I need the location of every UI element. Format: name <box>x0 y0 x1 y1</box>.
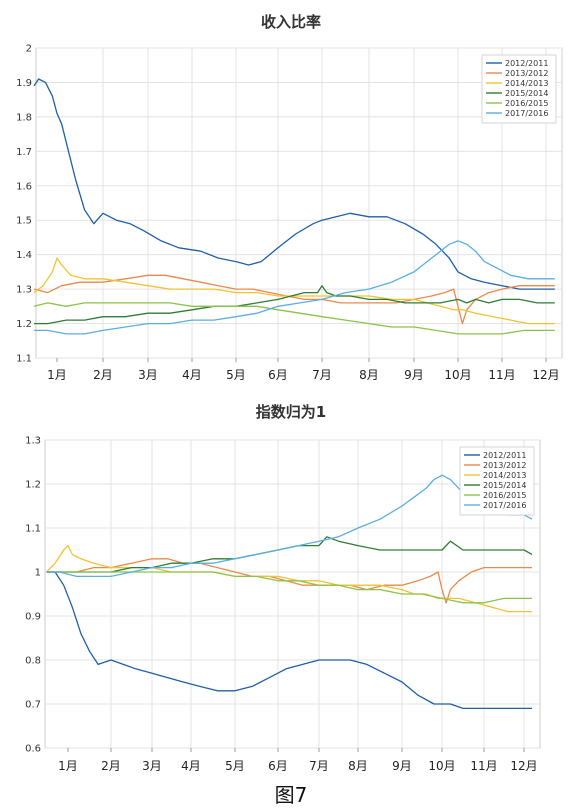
x-tick-label: 3月 <box>142 759 162 773</box>
y-tick-label: 1.9 <box>16 78 32 89</box>
chart-title: 收入比率 <box>261 13 321 31</box>
series-line <box>46 536 533 573</box>
x-tick-label: 11月 <box>470 759 497 773</box>
series-line <box>46 571 532 604</box>
plot-area <box>35 47 563 359</box>
y-tick-label: 1.1 <box>16 354 32 365</box>
legend-entry: 2015/2014 <box>483 481 526 490</box>
series-line <box>34 285 555 325</box>
x-tick-label: 9月 <box>392 759 412 773</box>
x-tick-label: 7月 <box>309 759 329 773</box>
x-tick-label: 4月 <box>181 759 201 773</box>
legend-entry: 2014/2013 <box>483 471 526 480</box>
x-tick-label: 8月 <box>359 368 379 382</box>
x-tick-label: 1月 <box>58 759 78 773</box>
legend <box>459 446 535 516</box>
x-tick-label: 10月 <box>444 368 471 382</box>
x-tick-label: 5月 <box>225 759 245 773</box>
legend-entry: 2012/2011 <box>483 451 526 460</box>
legend-entry: 2017/2016 <box>483 501 526 510</box>
legend-entry: 2012/2011 <box>505 59 548 68</box>
legend-entry: 2014/2013 <box>505 79 548 88</box>
y-tick-label: 0.8 <box>25 656 41 667</box>
y-tick-label: 0.7 <box>25 700 41 711</box>
y-tick-label: 0.9 <box>25 612 41 623</box>
legend-entry: 2017/2016 <box>505 109 548 118</box>
x-tick-label: 4月 <box>182 368 202 382</box>
x-tick-label: 11月 <box>488 368 515 382</box>
y-tick-label: 1.5 <box>16 216 32 227</box>
y-tick-label: 2 <box>26 44 32 55</box>
x-tick-label: 7月 <box>312 368 332 382</box>
series-line <box>33 78 555 290</box>
chart-index-normalized: 指数归为1 0.6 0.7 0.8 0.9 1 1.1 1.2 1.3 1月 2月 3月 4月 5月 6月… <box>25 403 541 773</box>
chart-title: 指数归为1 <box>256 403 326 421</box>
x-tick-label: 1月 <box>47 368 67 382</box>
plot-area <box>44 439 541 749</box>
x-tick-label: 2月 <box>101 759 121 773</box>
x-tick-label: 6月 <box>268 759 288 773</box>
series-line <box>33 274 555 325</box>
figure-caption: 图7 <box>275 783 308 807</box>
legend-entry: 2015/2014 <box>505 89 548 98</box>
legend-entry: 2016/2015 <box>483 491 526 500</box>
y-tick-label: 1.3 <box>16 285 32 296</box>
y-tick-label: 0.6 <box>25 744 41 755</box>
legend-entry: 2013/2012 <box>483 461 526 470</box>
x-tick-label: 5月 <box>226 368 246 382</box>
x-tick-label: 12月 <box>532 368 559 382</box>
x-tick-label: 3月 <box>138 368 158 382</box>
series-line <box>33 302 555 335</box>
y-tick-label: 1.7 <box>16 147 32 158</box>
series-line <box>34 240 555 335</box>
y-tick-label: 1.4 <box>16 250 32 261</box>
chart-income-ratio: 收入比率 1.1 1.2 1.3 1.4 1.5 1.6 1.7 1.8 1.9 2 1月 2月 3月 4… <box>16 13 563 382</box>
y-tick-label: 1 <box>35 568 41 579</box>
x-tick-label: 6月 <box>268 368 288 382</box>
legend <box>481 54 557 124</box>
x-tick-label: 9月 <box>404 368 424 382</box>
legend-entry: 2016/2015 <box>505 99 548 108</box>
series-line <box>46 571 532 710</box>
y-tick-label: 1.6 <box>16 181 32 192</box>
x-tick-label: 10月 <box>428 759 455 773</box>
y-tick-label: 1.8 <box>16 112 32 123</box>
y-tick-label: 1.2 <box>25 480 41 491</box>
y-tick-label: 1.1 <box>25 524 41 535</box>
series-line <box>46 544 532 613</box>
y-tick-label: 1.3 <box>25 436 41 447</box>
y-tick-label: 1.2 <box>16 319 32 330</box>
legend-entry: 2013/2012 <box>505 69 548 78</box>
x-tick-label: 2月 <box>93 368 113 382</box>
x-tick-label: 8月 <box>348 759 368 773</box>
x-tick-label: 12月 <box>510 759 537 773</box>
